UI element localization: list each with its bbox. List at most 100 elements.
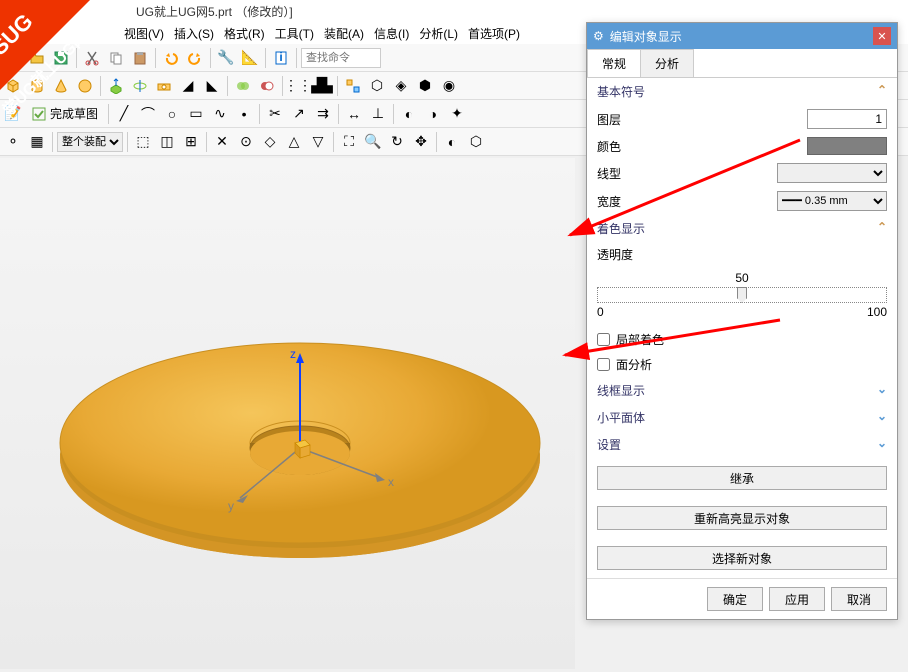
snap-icon-1[interactable]: ✕ [211,131,233,153]
sel-icon-3[interactable]: ⊞ [180,131,202,153]
menu-view[interactable]: 视图(V) [120,23,168,44]
select-all-icon[interactable]: ▦ [26,131,48,153]
save-icon[interactable] [50,47,72,69]
width-dropdown[interactable]: ━━━ 0.35 mm [777,191,887,211]
face-analysis-label: 面分析 [616,356,652,373]
expand-icon: ⌄ [877,436,887,453]
view-pan-icon[interactable]: ✥ [410,131,432,153]
chamfer-icon[interactable]: ◣ [201,75,223,97]
fillet-icon[interactable]: ◢ [177,75,199,97]
feature-icon-3[interactable]: ⬢ [414,75,436,97]
wireframe-icon[interactable]: ⬡ [465,131,487,153]
cancel-button[interactable]: 取消 [831,587,887,611]
section-settings[interactable]: 设置 ⌄ [587,431,897,458]
sketch-tool-1[interactable]: ◐ [398,103,420,125]
menu-info[interactable]: 信息(I) [370,23,413,44]
menu-analysis[interactable]: 分析(L) [415,23,462,44]
sel-icon-2[interactable]: ◫ [156,131,178,153]
menu-preferences[interactable]: 首选项(P) [464,23,524,44]
tool-icon-2[interactable]: 📐 [239,47,261,69]
redo-icon[interactable] [184,47,206,69]
local-shade-checkbox[interactable] [597,333,610,346]
section-facet[interactable]: 小平面体 ⌄ [587,404,897,431]
inherit-button[interactable]: 继承 [597,466,887,490]
menu-format[interactable]: 格式(R) [220,23,269,44]
color-swatch[interactable] [807,137,887,155]
line-icon[interactable]: ╱ [113,103,135,125]
circle-icon[interactable]: ○ [161,103,183,125]
tool-icon-1[interactable]: 🔧 [215,47,237,69]
point-icon[interactable]: • [233,103,255,125]
snap-icon-2[interactable]: ⊙ [235,131,257,153]
filter-icon[interactable]: ⚬ [2,131,24,153]
menu-tools[interactable]: 工具(T) [271,23,318,44]
feature-icon-1[interactable]: ⬡ [366,75,388,97]
pattern-icon[interactable]: ⋮⋮ [287,75,309,97]
section-basic-symbol[interactable]: 基本符号 ⌃ [587,78,897,105]
tab-analysis[interactable]: 分析 [640,49,694,77]
arc-icon[interactable]: ⌒ [137,103,159,125]
extrude-icon[interactable] [105,75,127,97]
info-icon[interactable]: i [270,47,292,69]
linetype-dropdown[interactable] [777,163,887,183]
assembly-filter-dropdown[interactable]: 整个装配 [57,132,123,152]
rehighlight-button[interactable]: 重新高亮显示对象 [597,506,887,530]
extend-icon[interactable]: ↗ [288,103,310,125]
linetype-label: 线型 [597,165,621,182]
feature-icon-4[interactable]: ◉ [438,75,460,97]
svg-text:y: y [228,499,234,513]
select-new-button[interactable]: 选择新对象 [597,546,887,570]
new-icon[interactable] [2,47,24,69]
cylinder-icon[interactable] [26,75,48,97]
section-shaded-display[interactable]: 着色显示 ⌃ [587,215,897,242]
layer-input[interactable] [807,109,887,129]
box-icon[interactable] [2,75,24,97]
transparency-slider[interactable] [597,287,887,303]
section-wireframe[interactable]: 线框显示 ⌄ [587,377,897,404]
spline-icon[interactable]: ∿ [209,103,231,125]
ok-button[interactable]: 确定 [707,587,763,611]
sketch-create-icon[interactable]: 📝 [2,103,24,125]
undo-icon[interactable] [160,47,182,69]
cut-icon[interactable] [81,47,103,69]
view-fit-icon[interactable]: ⛶ [338,131,360,153]
open-icon[interactable] [26,47,48,69]
bool-unite-icon[interactable] [232,75,254,97]
cone-icon[interactable] [50,75,72,97]
view-rotate-icon[interactable]: ↻ [386,131,408,153]
sketch-tool-3[interactable]: ✦ [446,103,468,125]
command-search-input[interactable] [301,48,381,68]
snap-icon-3[interactable]: ◇ [259,131,281,153]
snap-icon-5[interactable]: ▽ [307,131,329,153]
bool-subtract-icon[interactable] [256,75,278,97]
slider-min: 0 [597,305,604,319]
dialog-titlebar[interactable]: ⚙ 编辑对象显示 ✕ [587,23,897,49]
copy-icon[interactable] [105,47,127,69]
slider-thumb[interactable] [737,287,747,303]
assembly-icon[interactable] [342,75,364,97]
sphere-icon[interactable] [74,75,96,97]
finish-sketch-button[interactable]: 完成草图 [26,103,104,125]
sel-icon-1[interactable]: ⬚ [132,131,154,153]
mirror-icon[interactable]: ▟▙ [311,75,333,97]
view-zoom-icon[interactable]: 🔍 [362,131,384,153]
trim-icon[interactable]: ✂ [264,103,286,125]
graphics-viewport[interactable]: z x y [0,158,575,669]
menu-insert[interactable]: 插入(S) [170,23,218,44]
feature-icon-2[interactable]: ◈ [390,75,412,97]
paste-icon[interactable] [129,47,151,69]
dim-icon[interactable]: ↔ [343,103,365,125]
offset-icon[interactable]: ⇉ [312,103,334,125]
rect-icon[interactable]: ▭ [185,103,207,125]
revolve-icon[interactable] [129,75,151,97]
apply-button[interactable]: 应用 [769,587,825,611]
shade-icon[interactable]: ◐ [441,131,463,153]
menu-assembly[interactable]: 装配(A) [320,23,368,44]
sketch-tool-2[interactable]: ◑ [422,103,444,125]
face-analysis-checkbox[interactable] [597,358,610,371]
tab-general[interactable]: 常规 [587,49,641,77]
constraint-icon[interactable]: ⊥ [367,103,389,125]
close-icon[interactable]: ✕ [873,27,891,45]
snap-icon-4[interactable]: △ [283,131,305,153]
hole-icon[interactable] [153,75,175,97]
